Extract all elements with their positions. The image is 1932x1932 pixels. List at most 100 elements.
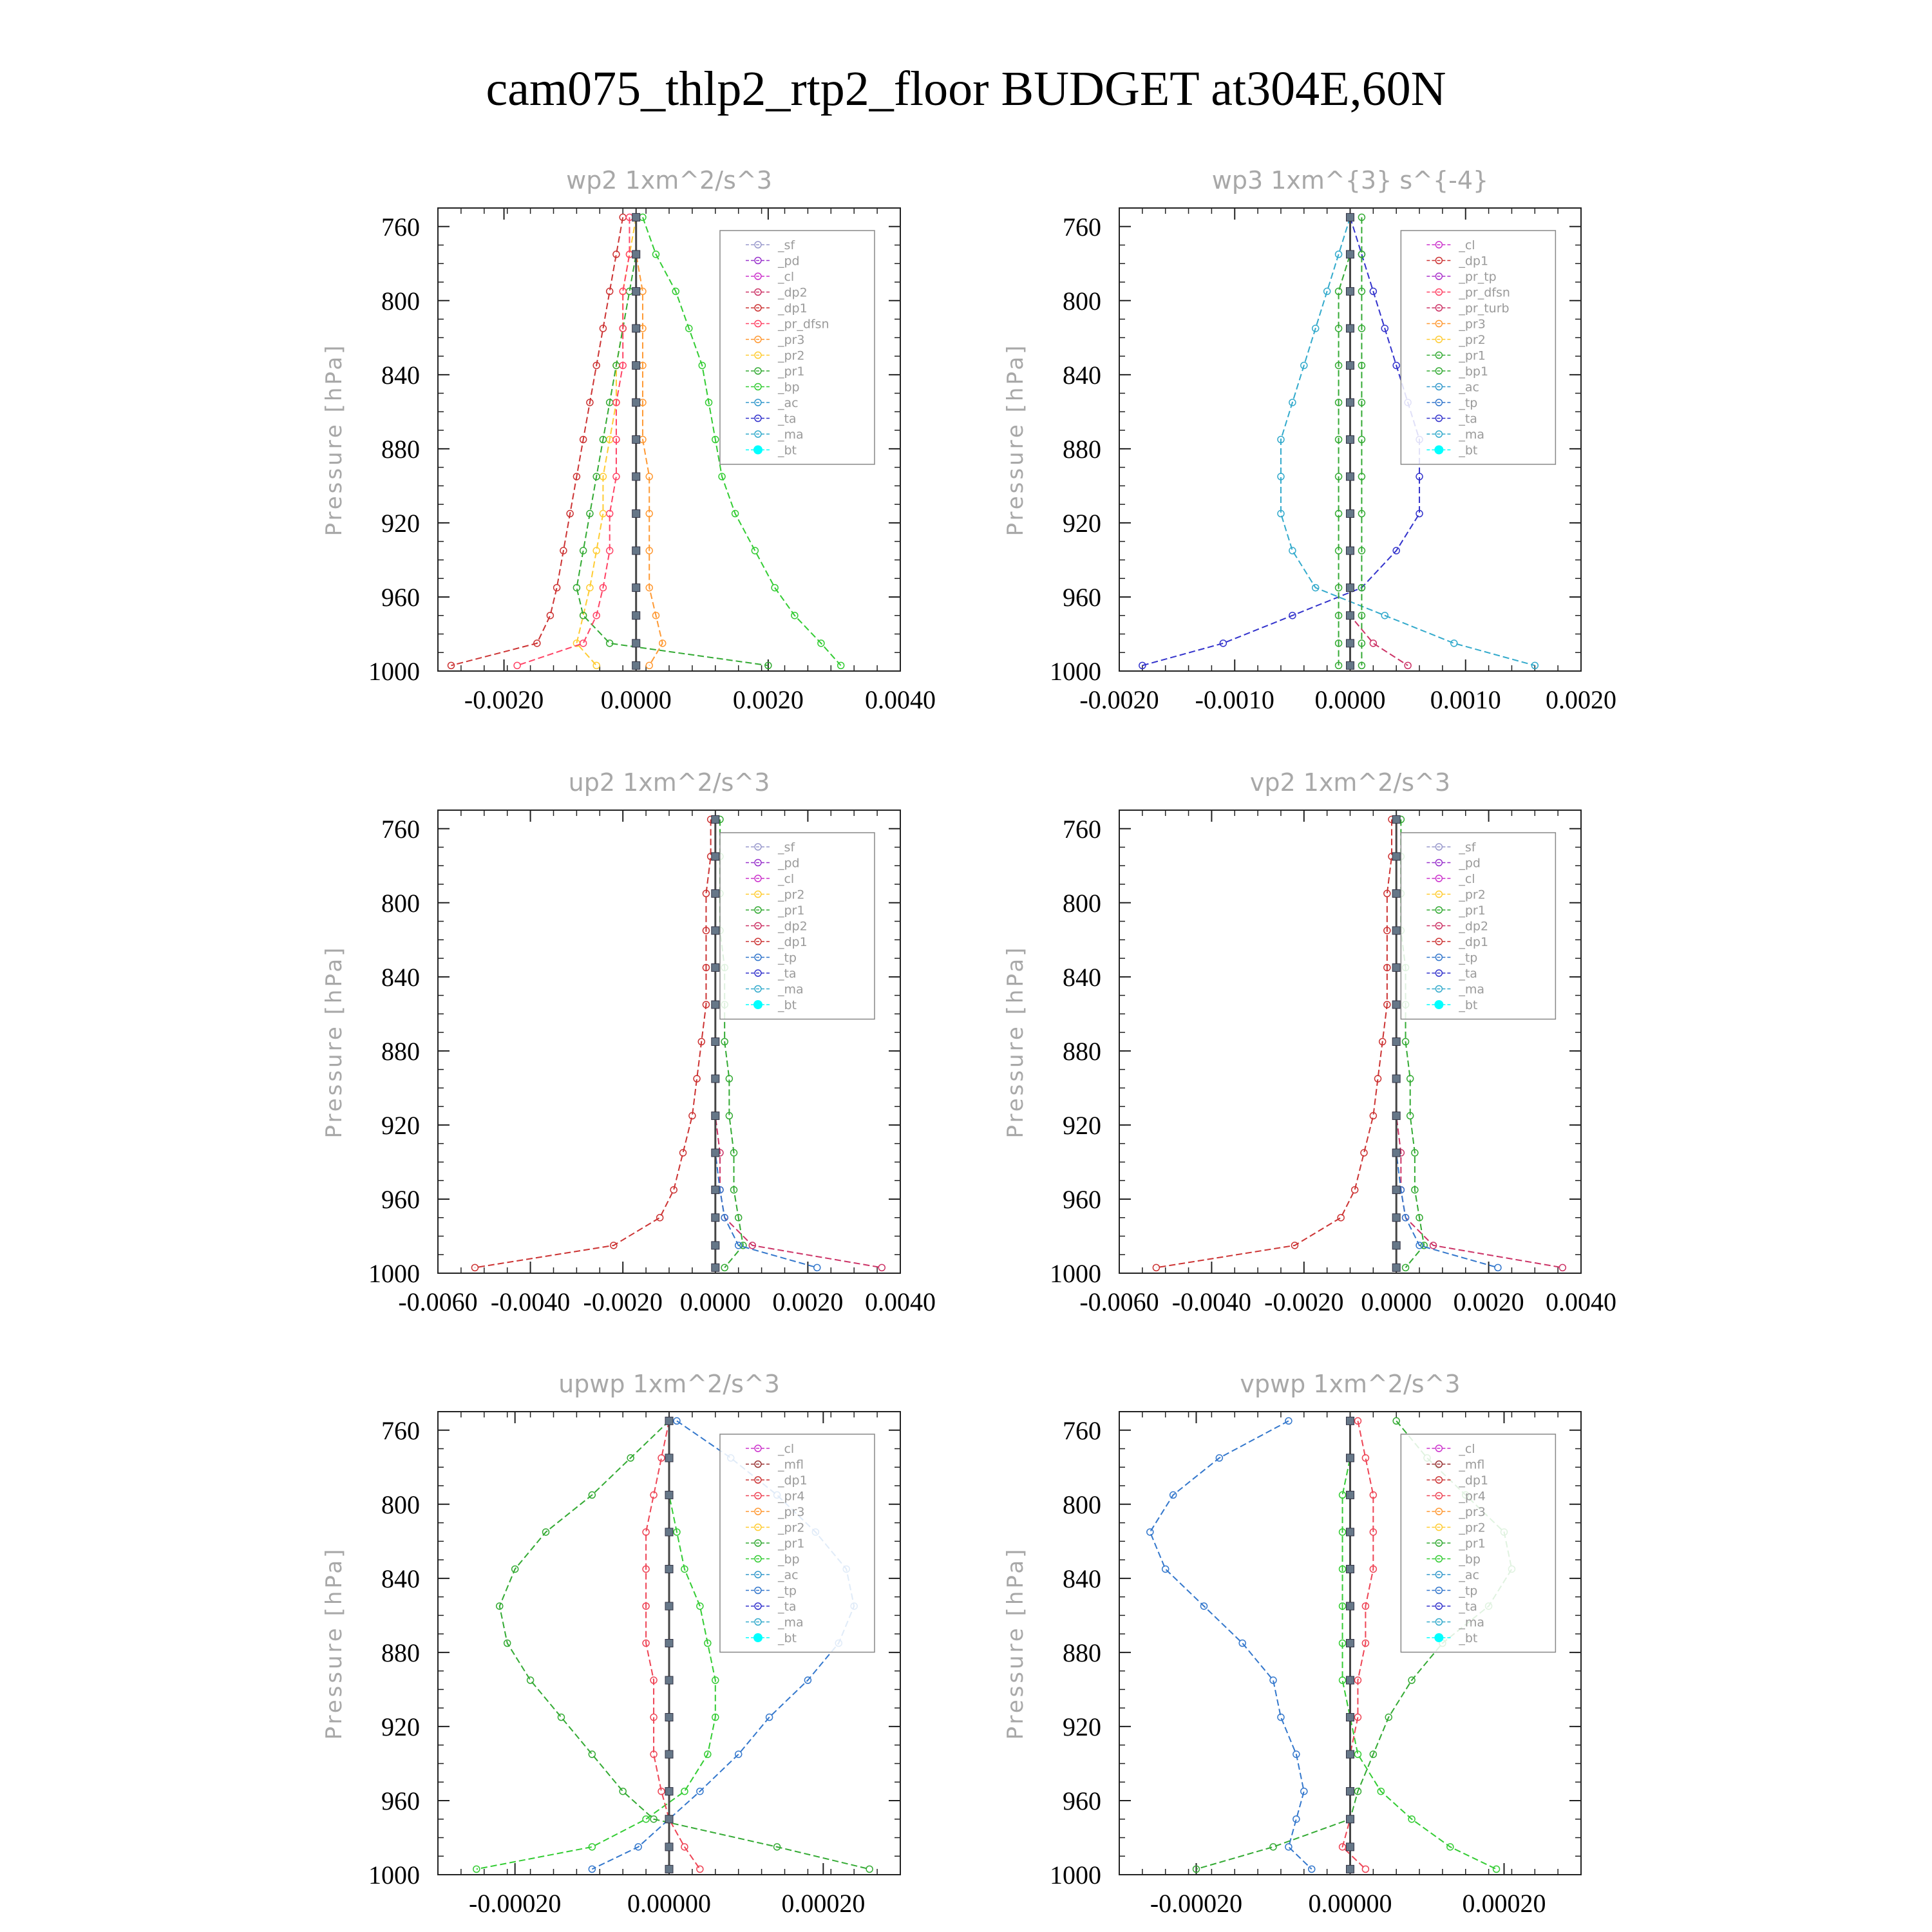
data-point-_tp (696, 1787, 704, 1795)
chart-panel-2: wp3 1xm^{3} s^{-4} Pressure [hPa] 760 800 84… (1003, 166, 1616, 714)
data-point-_pr1 (1392, 1417, 1400, 1425)
legend-marker-_dp1 (754, 1476, 762, 1484)
data-point-_tp (1238, 1639, 1246, 1647)
data-point-_bt (1346, 1815, 1354, 1824)
data-point-_bt (1346, 361, 1354, 370)
legend-label: _ta (777, 1600, 797, 1614)
legend-label: _cl (777, 270, 794, 284)
data-point-_pr4 (650, 1713, 658, 1721)
legend-marker-_ma (754, 1618, 762, 1626)
y-axis-label: Pressure [hPa] (321, 1547, 347, 1740)
y-tick-label: 1000 (1050, 1259, 1101, 1288)
panel-title: vp2 1xm^2/s^3 (1250, 768, 1450, 797)
data-point-_bt (711, 815, 720, 824)
legend-marker-_cl (1435, 875, 1443, 882)
data-point-_dp1 (573, 473, 581, 480)
data-point-_pr1 (721, 1264, 728, 1272)
data-point-_dp1 (697, 1037, 706, 1046)
data-point-_bt (1346, 213, 1354, 222)
data-point-_pr4 (642, 1528, 650, 1536)
chart-panel-5: upwp 1xm^2/s^3 Pressure [hPa] 760 800 840 880… (321, 1370, 901, 1918)
legend-box (719, 230, 875, 465)
y-tick-label: 880 (381, 1037, 420, 1066)
x-tick-label: 0.0000 (601, 685, 672, 714)
data-point-_ta (1369, 287, 1378, 296)
data-point-_ma (1311, 583, 1320, 592)
data-point-_pr1 (1411, 1149, 1419, 1157)
x-tick-label: -0.0020 (1079, 685, 1159, 714)
y-tick-label: 840 (1063, 1564, 1101, 1593)
data-point-_tp (804, 1676, 812, 1684)
legend-label: _dp1 (1458, 254, 1488, 269)
data-point-_bp (672, 287, 680, 296)
data-point-_pr1 (1269, 1843, 1277, 1851)
y-tick-label: 920 (381, 1111, 420, 1140)
legend-marker-_mfl (754, 1460, 762, 1468)
legend-marker-_ma (754, 985, 762, 993)
data-point-_ta (1289, 611, 1296, 620)
legend-label: _pr2 (777, 349, 804, 363)
data-point-_pr1 (526, 1676, 535, 1684)
y-tick-label: 760 (1063, 815, 1101, 844)
data-point-_dp1 (702, 927, 710, 934)
x-tick-label: 0.0000 (1315, 685, 1386, 714)
legend-label: _ta (777, 967, 797, 981)
legend-label: _pr4 (777, 1490, 804, 1504)
data-point-_bp (731, 509, 739, 518)
data-point-_bp1 (1358, 399, 1366, 406)
data-point-_bt (1346, 611, 1354, 620)
data-point-_bp (712, 1676, 719, 1684)
y-tick-label: 960 (1063, 1786, 1101, 1815)
data-point-_bt (632, 472, 641, 481)
data-point-_pr1 (605, 639, 614, 647)
data-point-_bt (1346, 1864, 1354, 1873)
y-tick-label: 1000 (368, 657, 420, 686)
data-point-_bp (771, 583, 779, 592)
data-point-_pr_dfsn (605, 509, 614, 518)
legend-label: _pr_dfsn (1458, 286, 1510, 300)
chart-panel-1: wp2 1xm^2/s^3 Pressure [hPa] 760 800 840 880 9… (321, 166, 936, 714)
y-tick-label: 1000 (368, 1259, 420, 1288)
legend-marker-_ac (754, 399, 762, 406)
data-point-_tp (634, 1843, 642, 1851)
legend-marker-_ma (1435, 985, 1443, 993)
legend-label: _pr2 (1458, 888, 1485, 902)
y-tick-label: 920 (381, 509, 420, 538)
y-tick-label: 760 (381, 213, 420, 242)
data-point-_bt (632, 398, 641, 407)
legend-marker-_tp (1435, 1586, 1443, 1595)
legend-marker-_pr_tp (1435, 272, 1443, 280)
data-point-_bp (704, 1750, 712, 1758)
legend-label: _ta (777, 412, 797, 426)
data-point-_pr4 (1361, 1454, 1370, 1462)
data-point-_pr1 (725, 1112, 734, 1120)
legend-marker-_dp1 (754, 304, 762, 312)
data-point-_ma (1450, 639, 1458, 647)
y-axis-label: Pressure [hPa] (1003, 1547, 1028, 1740)
data-point-_bp (673, 1528, 681, 1536)
data-point-_bt (711, 1148, 720, 1157)
data-point-_bp1 (1358, 435, 1366, 444)
data-point-_bt (665, 1454, 674, 1463)
data-point-_dp1 (553, 583, 561, 592)
data-point-_bt (1346, 1842, 1354, 1852)
data-point-_tp (1169, 1491, 1177, 1499)
data-point-_bt (1346, 472, 1354, 481)
data-point-_bt (1392, 1000, 1401, 1009)
legend-marker-_dp2 (754, 288, 762, 296)
legend-marker-_pr1 (1435, 1539, 1443, 1547)
legend-label: _bt (777, 998, 797, 1012)
data-point-_ma (1334, 251, 1343, 258)
x-tick-label: -0.0060 (398, 1287, 477, 1316)
legend-label: _tp (1458, 951, 1477, 965)
y-tick-label: 1000 (1050, 657, 1101, 686)
data-point-_tp (1416, 1242, 1423, 1249)
data-point-_bp (652, 251, 660, 258)
data-point-_tp (765, 1713, 773, 1721)
legend-marker-_pd (1435, 858, 1443, 867)
data-point-_bt (1392, 1213, 1401, 1222)
legend-marker-_pr3 (1435, 1508, 1443, 1515)
data-point-_bt (711, 963, 720, 972)
data-point-_pr1 (650, 1815, 658, 1823)
legend-label: _pr2 (1458, 333, 1485, 347)
